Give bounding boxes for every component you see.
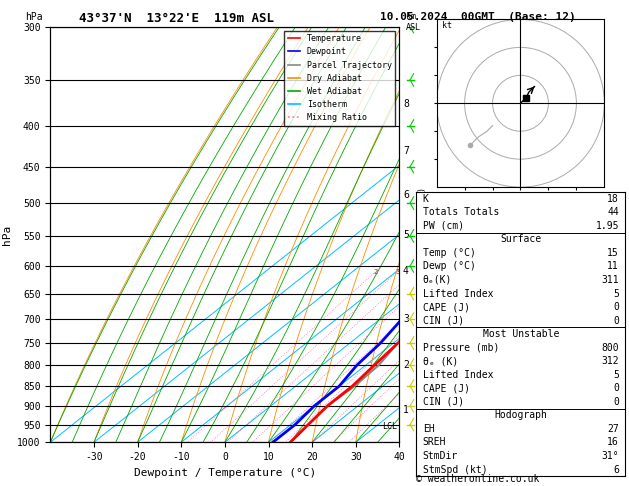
Text: km
ASL: km ASL — [406, 12, 421, 32]
Text: 6: 6 — [403, 190, 409, 200]
Text: hPa: hPa — [25, 12, 43, 22]
Text: 800: 800 — [601, 343, 619, 353]
Legend: Temperature, Dewpoint, Parcel Trajectory, Dry Adiabat, Wet Adiabat, Isotherm, Mi: Temperature, Dewpoint, Parcel Trajectory… — [284, 31, 395, 125]
Text: Lifted Index: Lifted Index — [423, 289, 493, 298]
Text: 311: 311 — [601, 275, 619, 285]
Text: 43°37'N  13°22'E  119m ASL: 43°37'N 13°22'E 119m ASL — [79, 12, 274, 25]
Text: 5: 5 — [613, 289, 619, 298]
Text: K: K — [423, 194, 428, 204]
Text: 3: 3 — [395, 269, 399, 275]
Text: CIN (J): CIN (J) — [423, 397, 464, 407]
Text: Surface: Surface — [500, 234, 542, 244]
Text: 3: 3 — [403, 314, 409, 324]
Text: Mixing Ratio (g/kg): Mixing Ratio (g/kg) — [418, 187, 426, 282]
Text: θₑ (K): θₑ (K) — [423, 356, 458, 366]
Text: 1: 1 — [403, 405, 409, 415]
Text: Pressure (mb): Pressure (mb) — [423, 343, 499, 353]
Text: Most Unstable: Most Unstable — [482, 329, 559, 339]
Text: LCL: LCL — [382, 422, 398, 431]
Text: 7: 7 — [403, 146, 409, 156]
Text: 11: 11 — [607, 261, 619, 272]
Text: 8: 8 — [403, 99, 409, 109]
Text: 0: 0 — [613, 315, 619, 326]
Text: StmSpd (kt): StmSpd (kt) — [423, 465, 487, 474]
Text: kt: kt — [442, 21, 452, 30]
Text: 5: 5 — [613, 370, 619, 380]
Y-axis label: hPa: hPa — [1, 225, 11, 244]
X-axis label: Dewpoint / Temperature (°C): Dewpoint / Temperature (°C) — [134, 468, 316, 478]
Text: CAPE (J): CAPE (J) — [423, 383, 470, 393]
Text: 44: 44 — [607, 207, 619, 217]
Text: CAPE (J): CAPE (J) — [423, 302, 470, 312]
Text: Lifted Index: Lifted Index — [423, 370, 493, 380]
Text: Hodograph: Hodograph — [494, 410, 547, 420]
Text: Temp (°C): Temp (°C) — [423, 248, 476, 258]
Text: 16: 16 — [607, 437, 619, 448]
Text: 31°: 31° — [601, 451, 619, 461]
Text: 2: 2 — [373, 269, 377, 275]
Text: SREH: SREH — [423, 437, 446, 448]
Text: 0: 0 — [613, 302, 619, 312]
Text: 10.05.2024  00GMT  (Base: 12): 10.05.2024 00GMT (Base: 12) — [380, 12, 576, 22]
Text: 6: 6 — [613, 465, 619, 474]
Text: θₑ(K): θₑ(K) — [423, 275, 452, 285]
Text: Dewp (°C): Dewp (°C) — [423, 261, 476, 272]
Text: Totals Totals: Totals Totals — [423, 207, 499, 217]
Text: © weatheronline.co.uk: © weatheronline.co.uk — [416, 473, 540, 484]
Text: CIN (J): CIN (J) — [423, 315, 464, 326]
Text: 5: 5 — [403, 230, 409, 240]
Text: 1.95: 1.95 — [596, 221, 619, 231]
Text: StmDir: StmDir — [423, 451, 458, 461]
Text: 15: 15 — [607, 248, 619, 258]
Text: 18: 18 — [607, 194, 619, 204]
Text: 4: 4 — [403, 265, 409, 276]
Text: 0: 0 — [613, 397, 619, 407]
Text: PW (cm): PW (cm) — [423, 221, 464, 231]
Text: 27: 27 — [607, 424, 619, 434]
Text: EH: EH — [423, 424, 435, 434]
Text: 0: 0 — [613, 383, 619, 393]
Text: 312: 312 — [601, 356, 619, 366]
Text: 2: 2 — [403, 360, 409, 370]
